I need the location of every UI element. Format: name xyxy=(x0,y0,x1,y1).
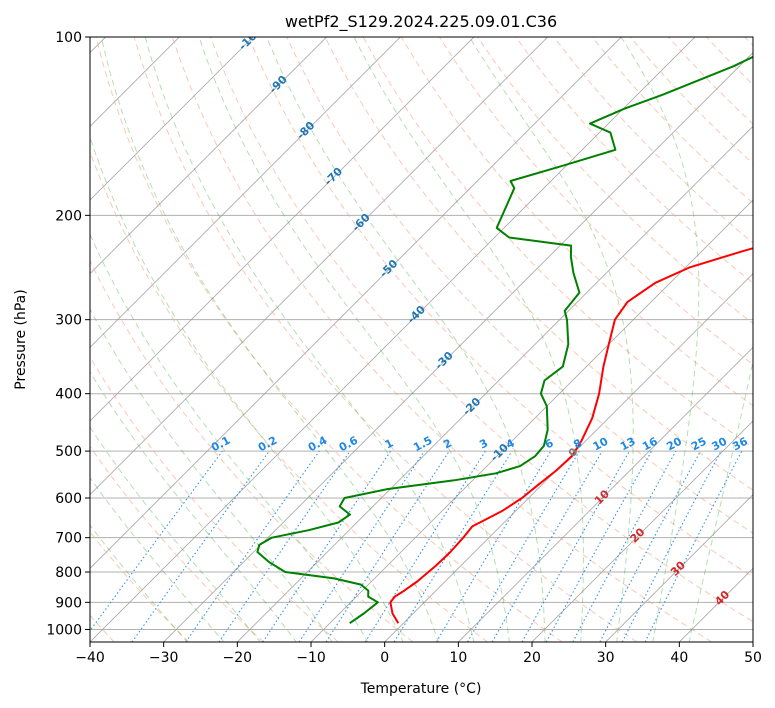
moist-adiabat-line xyxy=(100,37,440,642)
dry-adiabat-line xyxy=(95,37,563,642)
dry-adiabat-line xyxy=(248,37,753,578)
mixing-ratio-line xyxy=(644,450,743,642)
y-tick-label: 900 xyxy=(55,595,82,611)
x-axis-label: Temperature (°C) xyxy=(360,681,482,697)
moist-adiabat-line xyxy=(90,135,404,642)
moist-adiabat-line xyxy=(688,358,753,642)
isotherm-line xyxy=(163,52,753,642)
temperature-profile-line xyxy=(389,247,753,624)
mixing-ratio-line xyxy=(298,450,425,642)
y-tick-label: 1000 xyxy=(46,622,82,638)
mixing-ratio-line xyxy=(572,450,677,642)
moist-adiabat-line xyxy=(90,426,261,642)
dry-adiabat-line xyxy=(210,37,753,623)
isotherm-line xyxy=(531,420,753,642)
dry-adiabat-line xyxy=(133,37,638,642)
x-tick-label: 50 xyxy=(744,650,762,666)
mixing-ratio-line xyxy=(545,450,653,642)
mixing-ratio-line xyxy=(325,450,450,642)
mixing-ratio-label: 13 xyxy=(618,435,638,454)
x-tick-label: 0 xyxy=(380,650,389,666)
x-tick-label: 10 xyxy=(449,650,467,666)
x-tick-label: −10 xyxy=(296,650,326,666)
dry-adiabat-line xyxy=(90,445,264,642)
moist-adiabat-line xyxy=(469,37,634,642)
moist-adiabat-line xyxy=(90,308,333,642)
mixing-ratio-label: 16 xyxy=(640,435,660,454)
isotherm-line xyxy=(90,37,622,569)
isotherm-line xyxy=(90,37,328,275)
mixing-ratio-line xyxy=(521,450,630,642)
mixing-ratio-line xyxy=(131,450,270,642)
mixing-ratio-label: 36 xyxy=(730,435,750,454)
isotherm-line xyxy=(90,37,254,201)
isotherm-line xyxy=(310,199,753,642)
isotherm-line xyxy=(90,37,180,127)
isotherm-line xyxy=(458,346,753,642)
isotherm-line xyxy=(90,37,401,348)
mixing-ratio-label: 20 xyxy=(664,435,684,454)
chart-title: wetPf2_S129.2024.225.09.01.C36 xyxy=(285,12,557,32)
y-tick-label: 800 xyxy=(55,565,82,581)
mixing-ratio-line xyxy=(218,450,351,642)
y-tick-label: 200 xyxy=(55,208,82,224)
mixing-ratio-label: 25 xyxy=(689,435,709,454)
isotherm-line xyxy=(90,37,549,496)
moist-adiabat-line xyxy=(90,232,369,642)
y-axis-label: Pressure (hPa) xyxy=(13,289,29,389)
mixing-ratio-line xyxy=(393,450,513,642)
x-tick-label: −20 xyxy=(223,650,253,666)
isotherm-line xyxy=(90,37,696,642)
dry-adiabat-line xyxy=(171,37,712,642)
plot-area xyxy=(90,37,753,642)
x-tick-label: 30 xyxy=(597,650,615,666)
dry-adiabat-line xyxy=(286,37,753,534)
mixing-ratio-line xyxy=(90,450,223,632)
moist-adiabat-line xyxy=(198,37,510,642)
mixing-ratio-line xyxy=(185,450,320,642)
isotherm-line xyxy=(384,273,753,642)
y-tick-label: 100 xyxy=(55,30,82,46)
y-tick-label: 500 xyxy=(55,444,82,460)
y-tick-label: 400 xyxy=(55,387,82,403)
y-tick-label: 700 xyxy=(55,531,82,547)
moist-adiabat-line xyxy=(90,370,297,642)
moist-adiabat-line xyxy=(90,524,188,642)
isotherm-line xyxy=(605,494,753,642)
x-tick-label: −30 xyxy=(149,650,179,666)
y-tick-label: 300 xyxy=(55,313,82,329)
dewpoint-profile-line xyxy=(256,55,753,625)
moist-adiabat-line xyxy=(144,37,475,642)
dry-adiabat-line xyxy=(90,259,414,642)
plot-frame xyxy=(89,36,754,643)
x-tick-label: −40 xyxy=(75,650,105,666)
mixing-ratio-label: 30 xyxy=(710,435,730,454)
y-tick-label: 600 xyxy=(55,491,82,507)
dry-adiabat-line xyxy=(90,356,339,642)
dry-adiabat-line xyxy=(324,37,753,491)
moist-adiabat-line xyxy=(620,37,700,642)
x-tick-label: 40 xyxy=(670,650,688,666)
isotherm-line xyxy=(90,37,475,422)
isotherm-line xyxy=(237,125,753,642)
x-tick-label: 20 xyxy=(523,650,541,666)
moist-adiabat-line xyxy=(266,37,546,642)
dry-adiabat-line xyxy=(515,37,753,284)
mixing-ratio-label: 10 xyxy=(591,435,611,454)
moist-adiabat-line xyxy=(90,476,225,642)
